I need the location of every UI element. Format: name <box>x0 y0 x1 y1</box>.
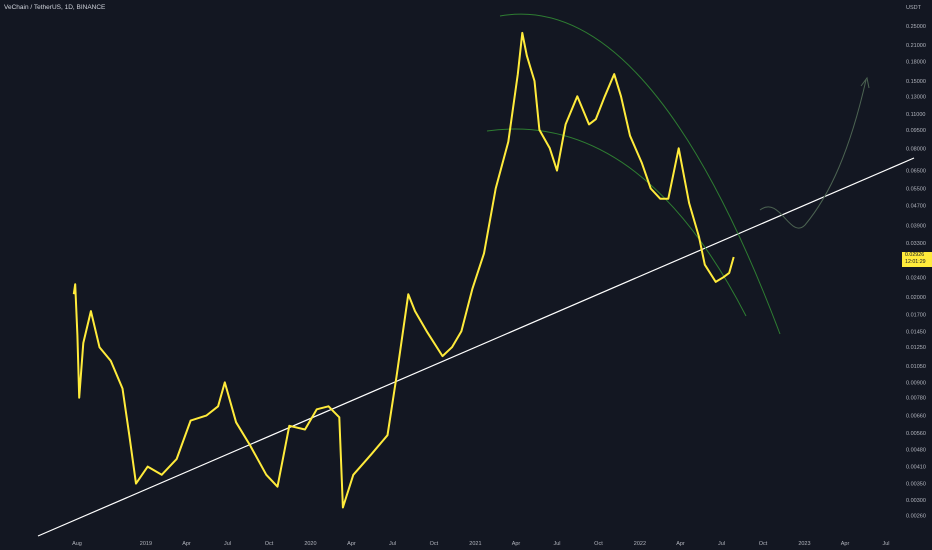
bar-countdown: 12:01:29 <box>905 259 926 265</box>
price-axis: 0.25000 0.21000 0.18000 0.15000 0.13000 0.110… <box>906 24 926 519</box>
time-tick-label: Jul <box>553 541 560 547</box>
price-tick-label: 0.25000 <box>906 24 926 30</box>
price-tick-label: 0.01700 <box>906 312 926 318</box>
last-price-badge: 0.02926 12:01:29 <box>902 252 932 267</box>
price-tick-label: 0.15000 <box>906 79 926 85</box>
price-tick-label: 0.11000 <box>906 112 925 118</box>
price-tick-label: 0.13000 <box>906 94 926 100</box>
price-tick-label: 0.18000 <box>906 59 926 65</box>
time-tick-label: 2022 <box>634 541 646 547</box>
price-tick-label: 0.06500 <box>906 169 926 175</box>
price-tick-label: 0.00560 <box>906 431 926 437</box>
price-tick-label: 0.09500 <box>906 128 926 134</box>
price-tick-label: 0.02400 <box>906 275 926 281</box>
price-tick-label: 0.00480 <box>906 448 926 454</box>
price-tick-label: 0.05500 <box>906 186 926 192</box>
time-tick-label: Oct <box>759 541 768 547</box>
price-tick-label: 0.00410 <box>906 465 926 471</box>
price-tick-label: 0.08000 <box>906 146 926 152</box>
drawings-layer <box>37 13 915 537</box>
time-tick-label: Apr <box>841 541 850 547</box>
axis-unit-label: USDT <box>906 5 921 11</box>
chart-title: VeChain / TetherUS, 1D, BINANCE <box>4 4 106 11</box>
time-tick-label: 2021 <box>469 541 481 547</box>
price-tick-label: 0.00660 <box>906 414 926 420</box>
time-tick-label: Oct <box>265 541 274 547</box>
price-tick-label: 0.00900 <box>906 380 926 386</box>
price-line <box>72 31 735 509</box>
price-tick-label: 0.03300 <box>906 241 926 247</box>
projection-path <box>759 79 867 229</box>
time-tick-label: Apr <box>676 541 685 547</box>
outer-arc <box>499 13 781 335</box>
price-tick-label: 0.01450 <box>906 329 926 335</box>
price-tick-label: 0.03900 <box>906 223 926 229</box>
time-tick-label: Jul <box>718 541 725 547</box>
inner-arc <box>486 128 747 317</box>
price-tick-label: 0.00780 <box>906 396 926 402</box>
price-tick-label: 0.01250 <box>906 345 926 351</box>
time-tick-label: Oct <box>430 541 439 547</box>
time-tick-label: Jul <box>389 541 396 547</box>
projection-arrowhead <box>860 76 870 89</box>
time-tick-label: Jul <box>883 541 890 547</box>
time-tick-label: 2023 <box>798 541 810 547</box>
time-tick-label: Apr <box>347 541 356 547</box>
time-tick-label: Apr <box>182 541 191 547</box>
price-tick-label: 0.02000 <box>906 295 926 301</box>
time-tick-label: Jul <box>224 541 231 547</box>
price-tick-label: 0.00350 <box>906 482 926 488</box>
last-price-value: 0.02926 <box>905 252 925 258</box>
price-tick-label: 0.04700 <box>906 203 926 209</box>
price-tick-label: 0.00300 <box>906 498 926 504</box>
time-tick-label: Apr <box>512 541 521 547</box>
time-tick-label: Aug <box>72 541 82 547</box>
time-tick-label: 2020 <box>304 541 316 547</box>
price-tick-label: 0.21000 <box>906 43 926 49</box>
trendline <box>37 157 915 537</box>
price-tick-label: 0.01050 <box>906 364 926 370</box>
price-tick-label: 0.00260 <box>906 513 926 519</box>
time-tick-label: Oct <box>594 541 603 547</box>
price-series <box>72 31 735 509</box>
time-axis: Aug 2019 Apr Jul Oct 2020 Apr Jul Oct 2021 Apr Jul O… <box>72 541 889 547</box>
time-tick-label: 2019 <box>140 541 152 547</box>
